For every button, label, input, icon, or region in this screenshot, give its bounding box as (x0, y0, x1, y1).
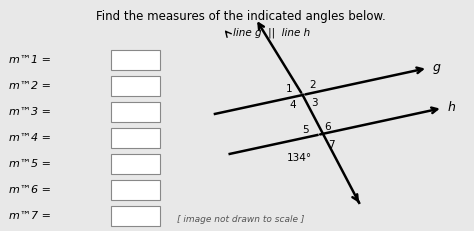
Text: line g  ||  line h: line g || line h (233, 28, 310, 38)
Text: 5: 5 (302, 125, 309, 135)
Text: Find the measures of the indicated angles below.: Find the measures of the indicated angle… (96, 10, 385, 23)
Text: 6: 6 (324, 122, 330, 132)
FancyBboxPatch shape (110, 154, 160, 174)
Text: m™6 =: m™6 = (9, 185, 52, 195)
Text: m™3 =: m™3 = (9, 107, 52, 117)
Text: m™5 =: m™5 = (9, 159, 52, 169)
FancyBboxPatch shape (110, 76, 160, 96)
Text: 3: 3 (311, 98, 318, 108)
Text: 134°: 134° (287, 153, 312, 163)
Text: 2: 2 (309, 80, 316, 90)
Text: m™1 =: m™1 = (9, 55, 52, 65)
Text: [ image not drawn to scale ]: [ image not drawn to scale ] (177, 215, 304, 224)
FancyBboxPatch shape (110, 180, 160, 200)
Text: 1: 1 (285, 84, 292, 94)
Text: m™7 =: m™7 = (9, 211, 52, 221)
Text: 7: 7 (328, 140, 335, 150)
Text: 4: 4 (290, 100, 296, 110)
FancyBboxPatch shape (110, 128, 160, 148)
Text: h: h (447, 101, 456, 115)
FancyBboxPatch shape (110, 50, 160, 70)
FancyBboxPatch shape (110, 206, 160, 226)
FancyBboxPatch shape (110, 102, 160, 122)
Text: m™2 =: m™2 = (9, 81, 52, 91)
Text: g: g (433, 61, 441, 74)
Text: m™4 =: m™4 = (9, 133, 52, 143)
